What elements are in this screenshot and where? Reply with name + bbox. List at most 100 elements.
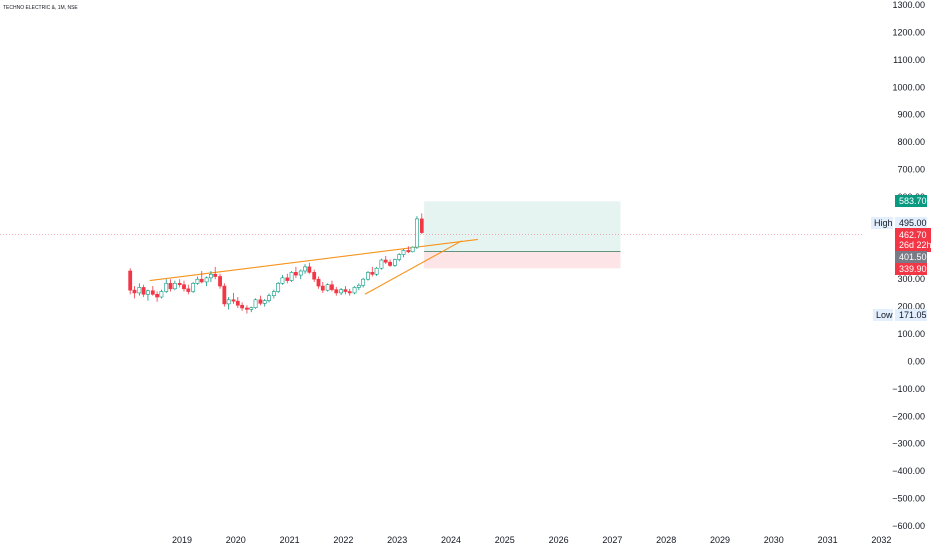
candle-body bbox=[172, 283, 177, 290]
candle bbox=[245, 305, 249, 314]
candle bbox=[231, 292, 236, 304]
candle-body bbox=[410, 246, 415, 253]
candle-body bbox=[339, 289, 343, 294]
countdown-tag: 26d 22h bbox=[899, 240, 932, 250]
candle bbox=[276, 281, 281, 293]
high-value: 495.00 bbox=[899, 218, 927, 228]
x-tick-label: 2028 bbox=[656, 535, 676, 545]
candle-body bbox=[132, 289, 137, 294]
candle-body bbox=[352, 287, 357, 294]
candle bbox=[374, 266, 379, 276]
candle-body bbox=[155, 293, 160, 298]
candle-body bbox=[159, 291, 164, 298]
candle-body bbox=[164, 283, 169, 292]
price-axis[interactable]: 1300.00 1200.00 1100.00 1000.00 900.00 800.00… bbox=[892, 0, 925, 531]
candle bbox=[307, 262, 312, 274]
candle bbox=[397, 253, 402, 262]
candle-body bbox=[253, 299, 258, 309]
high-label: High bbox=[874, 218, 893, 228]
y-tick-label: 0.00 bbox=[907, 356, 925, 366]
candle-body bbox=[182, 284, 186, 290]
candle-body bbox=[325, 284, 330, 291]
candle bbox=[141, 284, 146, 298]
y-tick-label: 1100.00 bbox=[893, 55, 925, 65]
candle-body bbox=[374, 267, 379, 275]
candle-body bbox=[316, 278, 321, 287]
stop-zone[interactable] bbox=[424, 251, 621, 269]
trendlines[interactable] bbox=[149, 238, 478, 295]
candle-body bbox=[285, 277, 290, 281]
candle-body bbox=[294, 272, 298, 276]
candle bbox=[294, 266, 298, 278]
candle-body bbox=[379, 259, 384, 269]
low-label: Low bbox=[876, 310, 893, 320]
candle bbox=[213, 266, 218, 280]
candle bbox=[406, 246, 411, 254]
candle-body bbox=[204, 277, 209, 283]
candle bbox=[168, 279, 173, 292]
candle-body bbox=[146, 290, 150, 295]
candle bbox=[159, 289, 164, 299]
x-tick-label: 2027 bbox=[602, 535, 622, 545]
x-tick-label: 2023 bbox=[387, 535, 407, 545]
candle-body bbox=[298, 270, 303, 276]
x-tick-label: 2020 bbox=[226, 535, 246, 545]
entry-price-tag-bg bbox=[895, 251, 927, 263]
candle bbox=[325, 283, 330, 292]
candle bbox=[343, 286, 348, 295]
candle bbox=[415, 216, 419, 250]
low-value-bg bbox=[895, 309, 927, 321]
candle bbox=[356, 283, 361, 291]
y-tick-label: −200.00 bbox=[892, 411, 925, 421]
candle-body bbox=[226, 299, 231, 305]
candle-body bbox=[347, 291, 352, 294]
candle-body bbox=[280, 277, 285, 284]
candle bbox=[204, 276, 209, 287]
candle-body bbox=[366, 272, 370, 280]
current-price-tag: 462.70 bbox=[899, 230, 927, 240]
candle bbox=[249, 306, 254, 313]
candle-body bbox=[330, 284, 334, 290]
candle bbox=[146, 289, 150, 301]
candle-body bbox=[370, 272, 375, 275]
chart-title: TECHNO ELECTRIC &, 1M, NSE bbox=[3, 5, 78, 11]
candle bbox=[137, 283, 142, 296]
target-price-tag-bg bbox=[895, 195, 927, 207]
candle bbox=[280, 275, 285, 285]
candle bbox=[347, 288, 352, 296]
candle-body bbox=[401, 250, 406, 255]
candle-body bbox=[271, 291, 276, 296]
candle-body bbox=[303, 266, 307, 272]
candle-body bbox=[150, 290, 155, 295]
candle-body bbox=[128, 270, 133, 291]
candle bbox=[320, 281, 325, 293]
target-zone[interactable] bbox=[424, 201, 621, 252]
y-tick-label: 800.00 bbox=[897, 137, 925, 147]
candle bbox=[303, 264, 307, 274]
y-tick-label: 1200.00 bbox=[892, 27, 925, 37]
trendline-1[interactable] bbox=[149, 238, 478, 282]
entry-price-tag: 401.50 bbox=[899, 252, 927, 262]
current-price-tag-bg bbox=[895, 228, 931, 252]
candle bbox=[419, 213, 424, 234]
candle bbox=[312, 269, 317, 282]
y-tick-label: −500.00 bbox=[892, 494, 925, 504]
candle-body bbox=[191, 283, 196, 292]
candle bbox=[388, 259, 392, 267]
candle bbox=[209, 270, 213, 282]
trendline-2[interactable] bbox=[364, 240, 463, 295]
candle bbox=[258, 295, 263, 306]
candle bbox=[401, 249, 406, 258]
candle bbox=[177, 279, 182, 288]
y-tick-label: 900.00 bbox=[897, 110, 925, 120]
candle-body bbox=[209, 273, 213, 279]
y-tick-label: 1000.00 bbox=[892, 82, 925, 92]
candle-body bbox=[267, 295, 271, 301]
candle bbox=[298, 269, 303, 280]
candle-body bbox=[199, 278, 204, 283]
time-axis[interactable]: 2019 2020 2021 2022 2023 2024 2025 2026 2027 2028… bbox=[172, 535, 891, 545]
candle bbox=[271, 289, 276, 299]
y-tick-label: −300.00 bbox=[892, 439, 925, 449]
